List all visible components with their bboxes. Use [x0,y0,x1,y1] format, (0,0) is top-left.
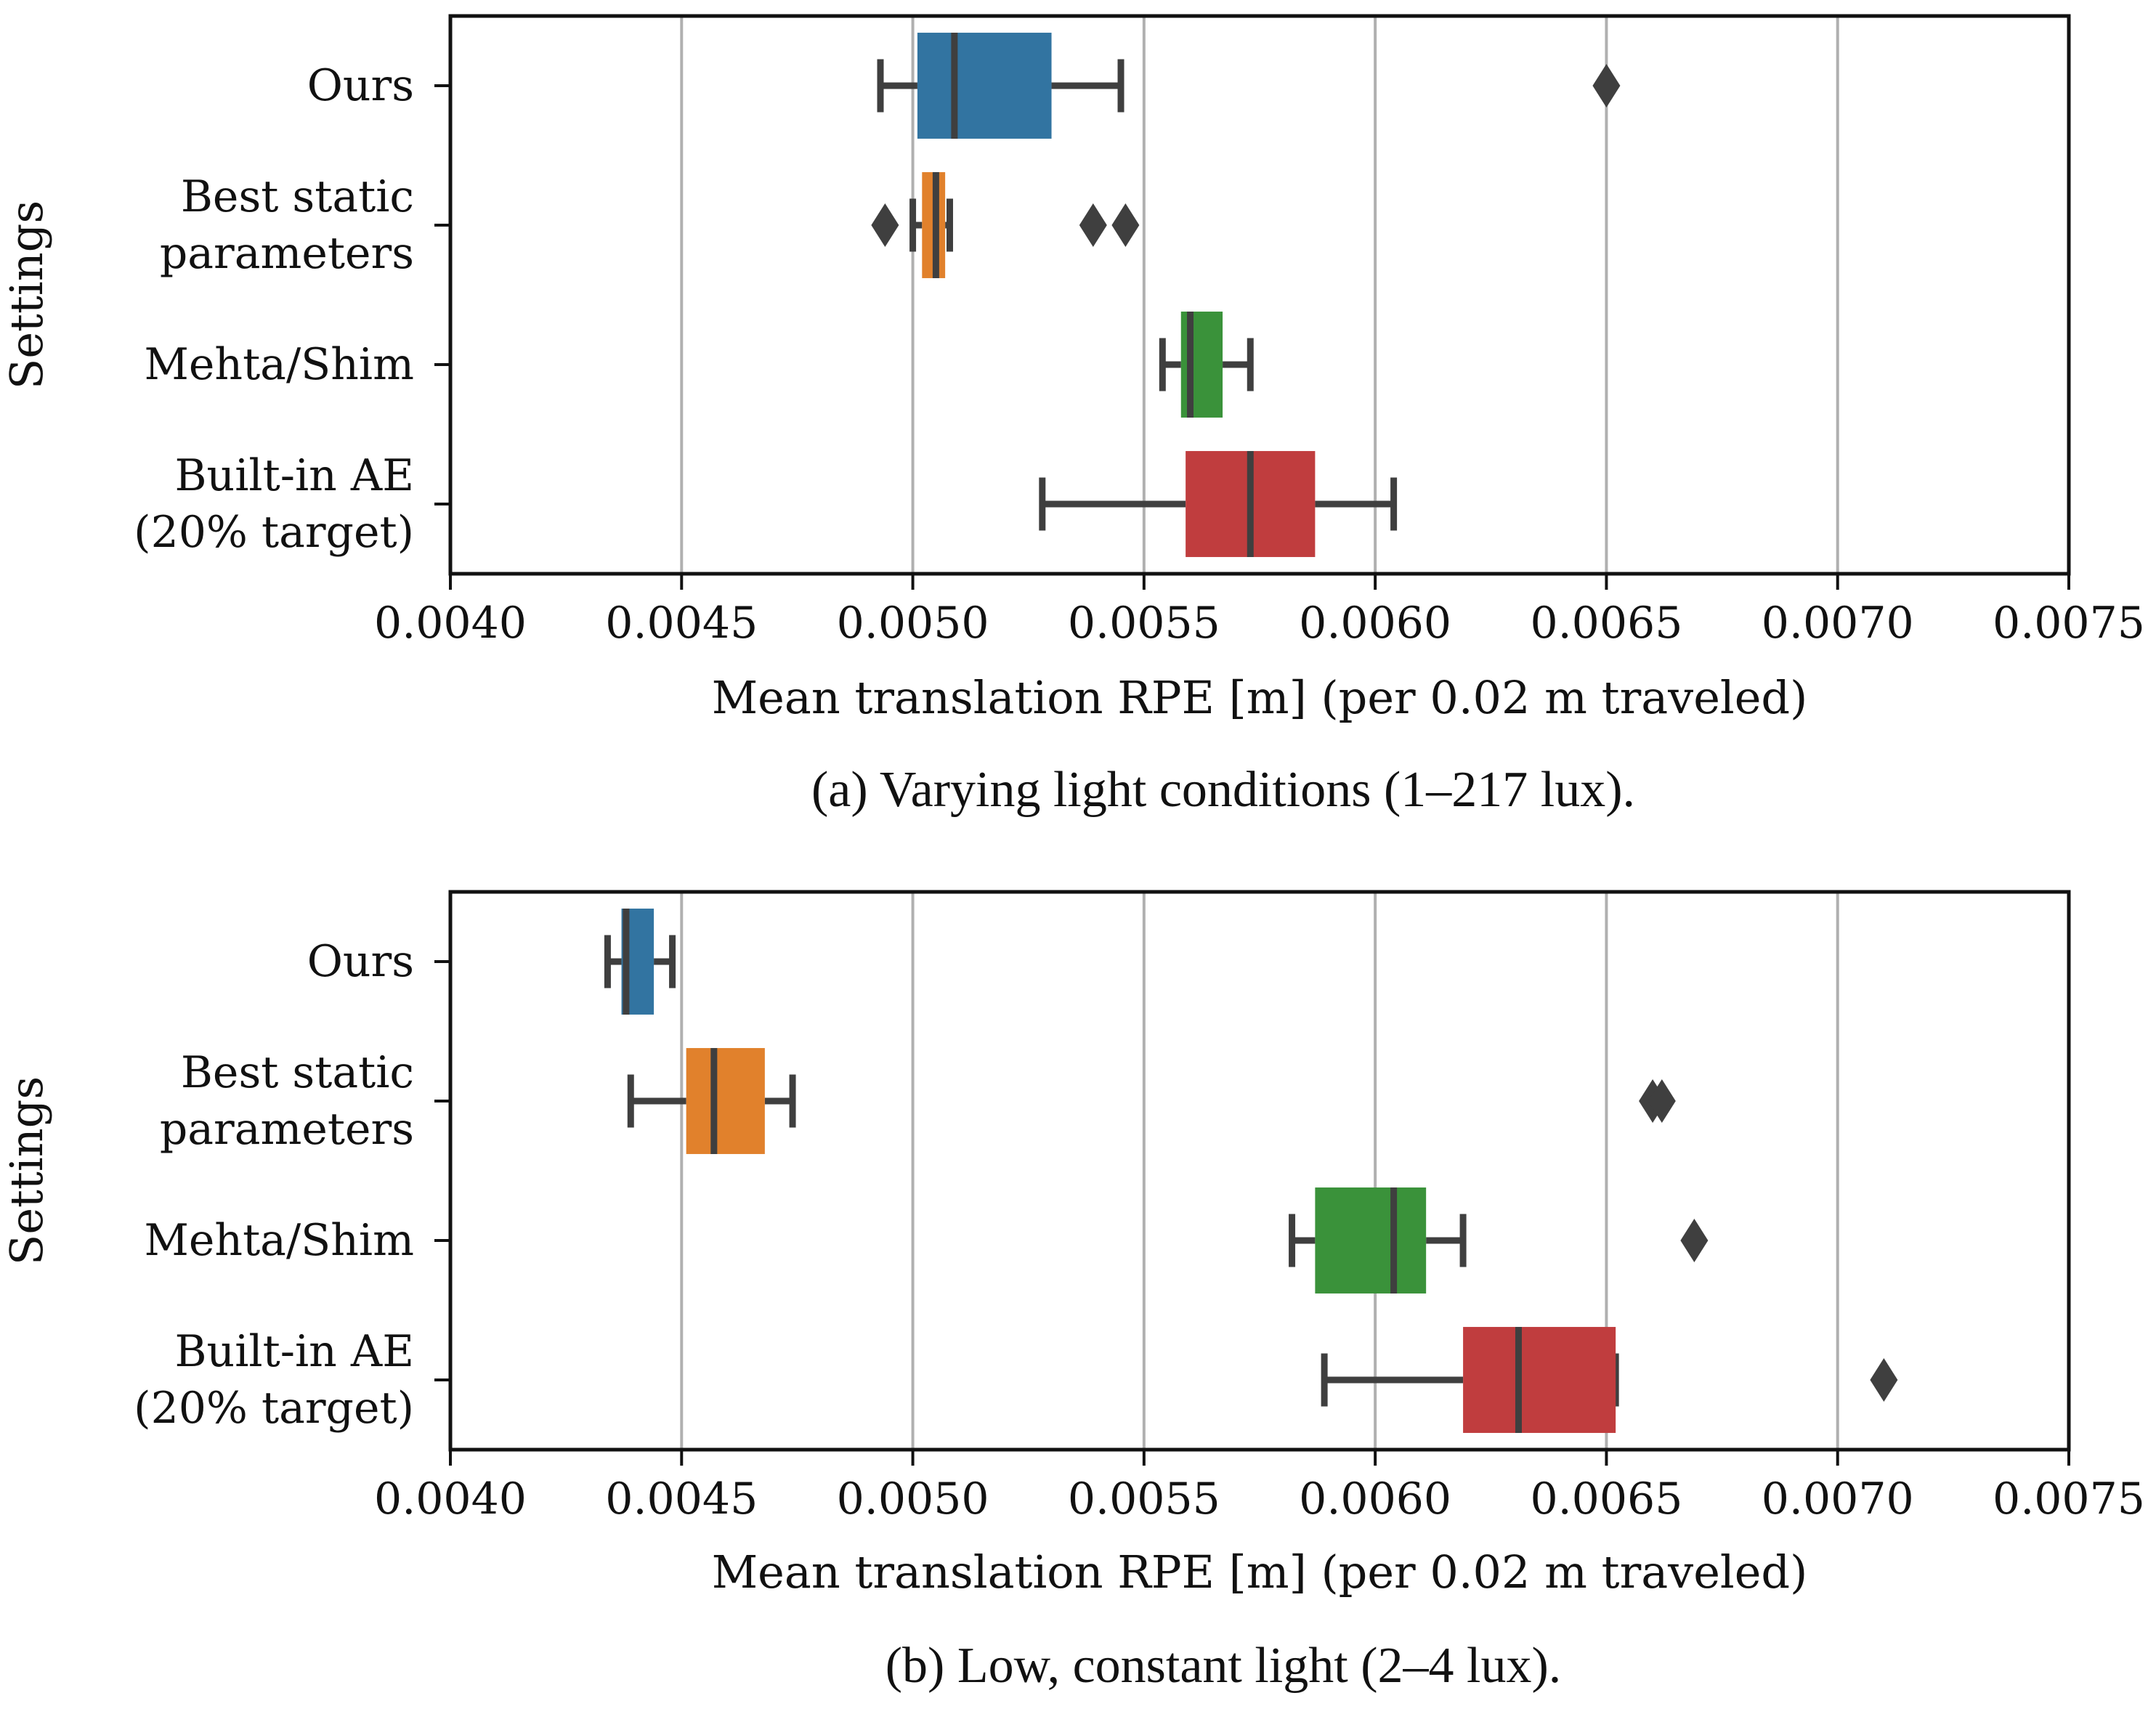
x-tick-label: 0.0045 [605,598,758,649]
chart-panel-b: Ours Best static parameters Mehta/Shim Built… [0,890,2145,1694]
x-tick-label: 0.0075 [1993,1474,2145,1524]
y-axis-title: Settings [0,200,53,389]
y-tick-label: Mehta/Shim [144,339,414,390]
box-iqr [917,33,1052,139]
outlier-marker [1648,1079,1676,1123]
x-tick-label: 0.0070 [1762,598,1914,649]
outlier-marker [1079,203,1107,247]
y-tick-label: (20% target) [134,507,414,558]
box-iqr [1315,1187,1427,1294]
box-built-in-ae [1039,451,1398,557]
y-tick-label: Ours [307,936,414,987]
box-best-static [627,1048,1676,1154]
x-tick-label: 0.0065 [1530,598,1682,649]
subfigure-caption: (a) Varying light conditions (1–217 lux)… [811,762,1635,818]
outlier-marker [1592,64,1621,107]
plot-frame [448,890,2071,1452]
box-iqr [1463,1327,1616,1433]
x-tick-label: 0.0055 [1068,598,1220,649]
box-built-in-ae [1321,1327,1898,1433]
x-tick-label: 0.0060 [1299,1474,1451,1524]
x-tick-label: 0.0055 [1068,1474,1220,1524]
y-tick-label: (20% target) [134,1383,414,1434]
box-iqr [686,1048,765,1154]
x-tick-label: 0.0075 [1993,598,2145,649]
y-tick-label: parameters [160,1104,414,1155]
subfigure-caption: (b) Low, constant light (2–4 lux). [885,1638,1562,1694]
box-mehta-shim [1289,1187,1709,1294]
x-tick-label: 0.0065 [1530,1474,1682,1524]
y-tick-label: Ours [307,60,414,111]
x-tick-label: 0.0040 [374,598,527,649]
box-mehta-shim [1159,312,1254,418]
chart-panel-a: Ours Best static parameters Mehta/Shim Built… [0,14,2145,818]
x-tick-label: 0.0040 [374,1474,527,1524]
plot-frame [448,14,2071,576]
y-tick-label: Best static [181,171,414,222]
box-ours [877,33,1621,139]
y-tick-label: Mehta/Shim [144,1215,414,1266]
outlier-marker [1680,1219,1709,1262]
y-tick-label: Built-in AE [174,450,414,501]
y-tick-label: parameters [160,228,414,279]
x-tick-label: 0.0050 [837,1474,989,1524]
x-tick-label: 0.0050 [837,598,989,649]
x-tick-label: 0.0070 [1762,1474,1914,1524]
box-ours [604,909,676,1015]
x-tick-label: 0.0045 [605,1474,758,1524]
outlier-marker [1870,1358,1898,1402]
x-tick-label: 0.0060 [1299,598,1451,649]
y-tick-label: Built-in AE [174,1326,414,1377]
y-axis-title: Settings [0,1076,53,1265]
y-tick-label: Best static [181,1047,414,1098]
outlier-marker [871,203,899,247]
outlier-marker [1111,203,1140,247]
x-axis-title: Mean translation RPE [m] (per 0.02 m tra… [712,671,1808,724]
x-axis-title: Mean translation RPE [m] (per 0.02 m tra… [712,1546,1808,1599]
box-best-static [871,172,1140,278]
